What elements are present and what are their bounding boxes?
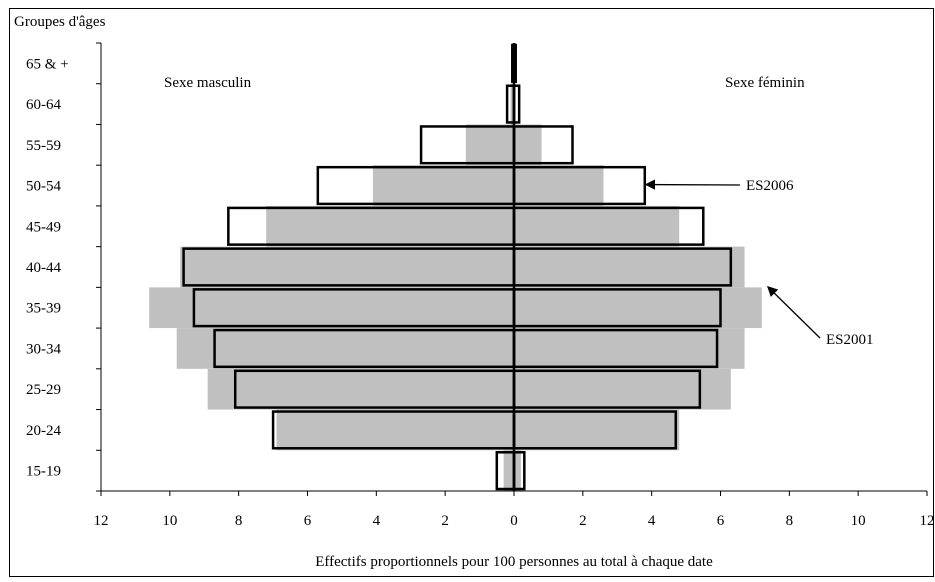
- annotation-label: ES2006: [746, 178, 794, 194]
- es2001-male-bar: [504, 450, 514, 491]
- x-tick-label: 8: [786, 513, 794, 529]
- es2001-female-bar: [514, 287, 762, 328]
- y-category-label: 60-64: [26, 97, 61, 113]
- es2001-male-bar: [277, 410, 514, 451]
- es2001-female-bar: [514, 247, 745, 288]
- x-axis-title: Effectifs proportionnels pour 100 person…: [315, 554, 713, 570]
- es2001-male-bar: [266, 206, 514, 247]
- y-category-label: 35-39: [26, 301, 61, 317]
- female-side-label: Sexe féminin: [725, 75, 805, 91]
- y-axis-title: Groupes d'âges: [14, 14, 106, 30]
- es2001-male-bar: [180, 247, 514, 288]
- es2001-female-bar: [514, 328, 745, 369]
- es2001-male-bar: [208, 369, 514, 410]
- y-category-label: 40-44: [26, 260, 61, 276]
- y-category-label: 65 & +: [26, 56, 69, 72]
- x-tick-label: 8: [235, 513, 243, 529]
- x-tick-label: 2: [441, 513, 449, 529]
- y-category-label: 20-24: [26, 423, 61, 439]
- y-category-label: 50-54: [26, 179, 61, 195]
- es2001-male-bar: [466, 124, 514, 165]
- es2001-male-bar: [149, 287, 514, 328]
- y-category-label: 30-34: [26, 341, 61, 357]
- es2001-female-bar: [514, 369, 731, 410]
- x-tick-label: 10: [851, 513, 866, 529]
- y-category-label: 15-19: [26, 464, 61, 480]
- es2001-male-bar: [373, 165, 514, 206]
- x-tick-label: 4: [373, 513, 381, 529]
- male-side-label: Sexe masculin: [164, 75, 252, 91]
- y-category-label: 25-29: [26, 382, 61, 398]
- y-category-label: 45-49: [26, 219, 61, 235]
- annotation-label: ES2001: [826, 332, 874, 348]
- x-tick-label: 4: [648, 513, 656, 529]
- es2001-female-bar: [514, 206, 679, 247]
- x-tick-label: 2: [579, 513, 587, 529]
- x-tick-label: 12: [94, 513, 109, 529]
- es2001-female-bar: [514, 410, 679, 451]
- es2001-male-bar: [177, 328, 514, 369]
- x-tick-label: 12: [920, 513, 935, 529]
- y-category-label: 55-59: [26, 138, 61, 154]
- x-tick-label: 10: [162, 513, 177, 529]
- x-tick-label: 6: [717, 513, 725, 529]
- x-tick-label: 0: [510, 513, 518, 529]
- es2001-female-bar: [514, 165, 603, 206]
- es2001-female-bar: [514, 124, 542, 165]
- x-tick-label: 6: [304, 513, 312, 529]
